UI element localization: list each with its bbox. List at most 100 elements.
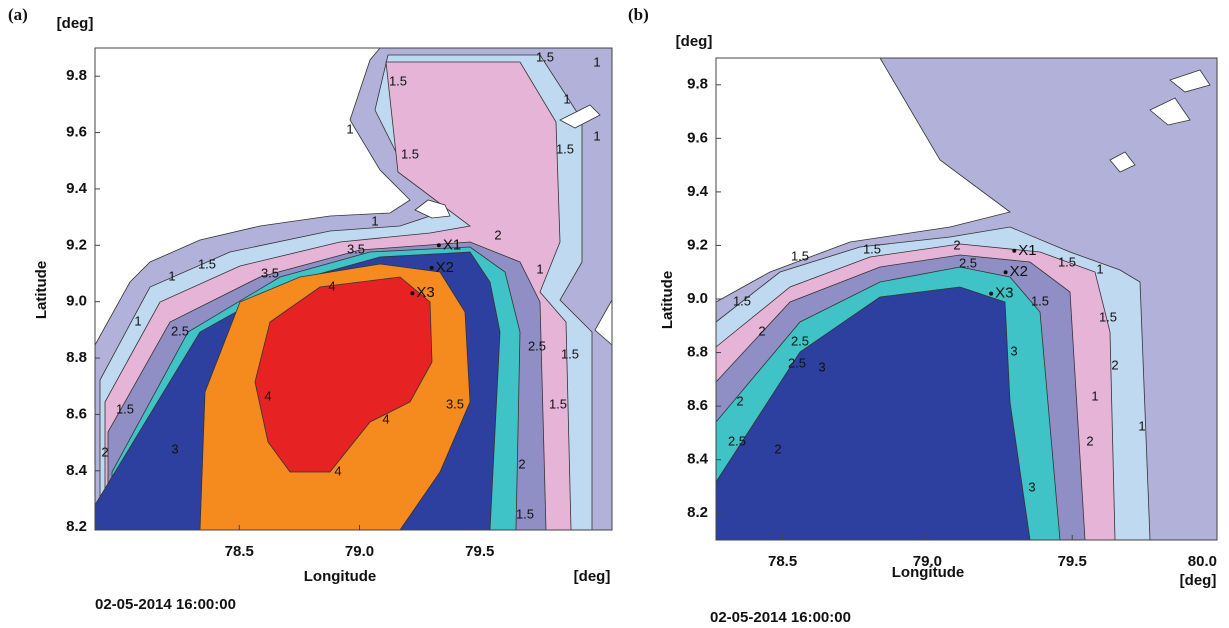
timestamp: 02-05-2014 16:00:00 bbox=[95, 596, 236, 613]
contour-label: 3.5 bbox=[347, 241, 365, 256]
contour-band bbox=[254, 276, 433, 473]
y-tick-label: 8.4 bbox=[66, 462, 88, 479]
island bbox=[1169, 69, 1211, 93]
island bbox=[1109, 151, 1136, 173]
contour-label: 1.5 bbox=[198, 256, 216, 271]
contour-label: 2 bbox=[736, 393, 743, 408]
contour-label: 4 bbox=[264, 388, 271, 403]
y-tick-label: 9.8 bbox=[687, 76, 708, 93]
contour-label: 1 bbox=[563, 91, 570, 106]
x-axis-label: Longitude bbox=[892, 564, 964, 581]
y-tick-label: 8.6 bbox=[687, 397, 708, 414]
y-tick-label: 8.8 bbox=[66, 349, 87, 366]
contour-label: 1 bbox=[593, 54, 600, 69]
contour-label: 1 bbox=[371, 213, 378, 228]
station-label: X3 bbox=[995, 285, 1013, 302]
x-tick-label: 78.5 bbox=[225, 543, 254, 560]
contour-label: 3.5 bbox=[446, 396, 464, 411]
contour-label: 1.5 bbox=[1031, 293, 1049, 308]
timestamp: 02-05-2014 16:00:00 bbox=[710, 609, 851, 626]
contour-label: 4 bbox=[328, 278, 335, 293]
x-tick-label: 79.0 bbox=[345, 543, 374, 560]
y-tick-label: 8.6 bbox=[66, 405, 87, 422]
contour-label: 3.5 bbox=[261, 265, 279, 280]
contour-label: 1 bbox=[168, 268, 175, 283]
contour-label: 2 bbox=[494, 227, 501, 242]
y-tick-label: 9.4 bbox=[687, 183, 709, 200]
station-label: X2 bbox=[436, 259, 454, 276]
y-tick-label: 9.2 bbox=[687, 236, 708, 253]
panel: 1.5 1 1.5 1 1 1.5 1 1.5 1 1.5 1 1 1.5 2 2.5 3.5 3.5 4 2 1 1.… bbox=[8, 5, 613, 613]
contour-label: 2.5 bbox=[528, 338, 546, 353]
y-tick-label: 8.2 bbox=[66, 518, 87, 535]
contour-label: 2 bbox=[953, 237, 960, 252]
contour-label: 2.5 bbox=[791, 333, 809, 348]
x-unit: [deg] bbox=[1180, 572, 1217, 589]
contour-label: 2 bbox=[1111, 357, 1118, 372]
contour-label: 1 bbox=[593, 128, 600, 143]
contour-label: 1 bbox=[1096, 261, 1103, 276]
island bbox=[559, 104, 601, 129]
x-tick-label: 80.0 bbox=[1188, 553, 1217, 570]
contour-label: 3 bbox=[1010, 343, 1017, 358]
island bbox=[1149, 97, 1191, 126]
contour-label: 1 bbox=[536, 261, 543, 276]
y-unit: [deg] bbox=[57, 15, 94, 32]
contour-label: 1.5 bbox=[516, 506, 534, 521]
contour-label: 1.5 bbox=[1099, 309, 1117, 324]
x-tick-label: 78.5 bbox=[768, 553, 797, 570]
panel: 1.5 1.5 2 1.5 1 1.5 2.5 3 2 2.5 2 2.5 2 2.5 1.5 1.5 2 1 2 1… bbox=[628, 5, 1218, 626]
contour-label: 1.5 bbox=[536, 49, 554, 64]
y-tick-label: 8.8 bbox=[687, 344, 708, 361]
station-point bbox=[989, 291, 994, 296]
station-point bbox=[410, 291, 415, 296]
contour-label: 2 bbox=[758, 323, 765, 338]
y-tick-label: 8.2 bbox=[687, 504, 708, 521]
x-tick-label: 79.5 bbox=[465, 543, 494, 560]
contour-label: 2 bbox=[774, 441, 781, 456]
station-point bbox=[1012, 248, 1017, 253]
contour-label: 1.5 bbox=[549, 396, 567, 411]
y-tick-label: 8.4 bbox=[687, 451, 709, 468]
contour-label: 1.5 bbox=[733, 293, 751, 308]
contour-label: 2 bbox=[518, 456, 525, 471]
panel-label: (b) bbox=[628, 5, 649, 24]
y-tick-label: 9.6 bbox=[687, 129, 708, 146]
contour-label: 2.5 bbox=[728, 433, 746, 448]
contour-label: 3 bbox=[171, 441, 178, 456]
station-label: X1 bbox=[443, 236, 461, 253]
station-label: X3 bbox=[416, 284, 434, 301]
contour-label: 1.5 bbox=[401, 146, 419, 161]
y-tick-label: 9.0 bbox=[687, 290, 708, 307]
y-tick-label: 9.0 bbox=[66, 293, 87, 310]
contour-label: 1.5 bbox=[561, 346, 579, 361]
contour-label: 2.5 bbox=[171, 323, 189, 338]
panel-label: (a) bbox=[8, 5, 28, 24]
station-point bbox=[1003, 270, 1008, 275]
x-tick-label: 79.0 bbox=[913, 553, 942, 570]
contour-label: 4 bbox=[382, 411, 389, 426]
y-unit: [deg] bbox=[676, 33, 713, 50]
contour-label: 1.5 bbox=[389, 73, 407, 88]
contour-label: 1.5 bbox=[556, 141, 574, 156]
station-point bbox=[436, 243, 441, 248]
y-tick-label: 9.2 bbox=[66, 236, 87, 253]
contour-label: 1.5 bbox=[116, 401, 134, 416]
plot-frame bbox=[94, 47, 613, 531]
station-label: X1 bbox=[1018, 242, 1036, 259]
contour-label: 3 bbox=[818, 359, 825, 374]
contour-label: 2 bbox=[1086, 433, 1093, 448]
contour-label: 2 bbox=[101, 444, 108, 459]
island bbox=[414, 199, 451, 219]
y-axis-label: Latitude bbox=[33, 261, 50, 319]
contour-label: 2.5 bbox=[788, 355, 806, 370]
y-tick-label: 9.6 bbox=[66, 124, 87, 141]
x-tick-label: 79.5 bbox=[1058, 553, 1087, 570]
y-tick-label: 9.8 bbox=[66, 67, 87, 84]
station-label: X2 bbox=[1010, 263, 1028, 280]
x-axis-label: Longitude bbox=[304, 568, 376, 585]
y-tick-label: 9.4 bbox=[66, 180, 88, 197]
contour-label: 4 bbox=[334, 463, 341, 478]
contour-label: 2.5 bbox=[959, 255, 977, 270]
x-unit: [deg] bbox=[574, 568, 611, 585]
